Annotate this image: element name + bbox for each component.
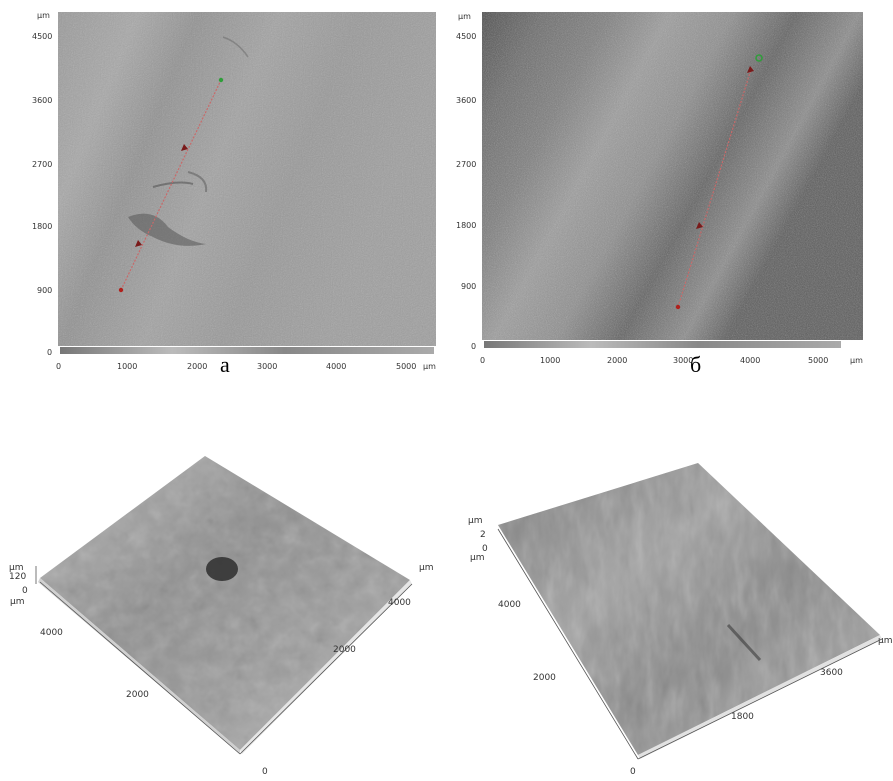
y-tick: 1800 (32, 222, 53, 231)
x-tick: 2000 (333, 645, 356, 655)
surface-render-a (35, 456, 413, 755)
end-marker[interactable] (755, 54, 763, 62)
x-unit: µm (878, 636, 893, 646)
surface-render-b (497, 463, 883, 760)
end-marker[interactable] (218, 77, 224, 83)
cursor-marker[interactable] (747, 66, 754, 73)
micrograph-a (58, 12, 436, 346)
y-tick: 2700 (32, 160, 53, 169)
y-tick: 1800 (456, 221, 477, 230)
range-slider[interactable] (60, 347, 434, 354)
y-tick: 0 (47, 348, 53, 357)
y-tick: 900 (37, 286, 53, 295)
origin: 0 (262, 767, 268, 777)
z-min: 0 (482, 544, 488, 554)
range-slider[interactable] (484, 341, 841, 348)
x-tick: 5000 (396, 362, 417, 371)
z-max: 120 (9, 572, 27, 582)
y-unit-label: µm (37, 11, 50, 20)
start-marker[interactable] (675, 304, 681, 310)
pit (206, 557, 238, 581)
y-tick: 2700 (456, 160, 477, 169)
y-tick: 4000 (40, 628, 63, 638)
defect-dark (128, 213, 206, 246)
y-tick: 2000 (533, 673, 556, 683)
x-unit-label: µm (850, 356, 863, 365)
x-tick: 4000 (388, 598, 411, 608)
y-tick: 4500 (456, 32, 477, 41)
x-tick: 1000 (117, 362, 138, 371)
origin: 0 (630, 767, 636, 777)
caption-a: а (220, 352, 230, 377)
y-tick: 2000 (126, 690, 149, 700)
x-tick: 0 (56, 362, 62, 371)
profile-line (120, 79, 222, 291)
cursor-marker[interactable] (135, 240, 142, 247)
y-tick: 0 (471, 342, 477, 351)
z-unit: µm (9, 563, 24, 573)
y-tick: 4500 (32, 32, 53, 41)
cursor-marker[interactable] (181, 144, 188, 151)
x-tick: 0 (480, 356, 486, 365)
caption-b: б (690, 352, 702, 377)
profile-line (677, 65, 753, 308)
y-unit: µm (10, 597, 25, 607)
x-tick: 4000 (740, 356, 761, 365)
start-marker[interactable] (118, 287, 124, 293)
x-tick: 3600 (820, 668, 843, 678)
y-tick: 3600 (32, 96, 53, 105)
x-tick: 4000 (326, 362, 347, 371)
x-tick: 2000 (607, 356, 628, 365)
x-tick: 1800 (731, 712, 754, 722)
x-unit: µm (419, 563, 434, 573)
x-tick: 1000 (540, 356, 561, 365)
x-tick: 3000 (257, 362, 278, 371)
z-max: 2 (480, 530, 486, 540)
x-tick: 3000 (673, 356, 694, 365)
x-tick: 2000 (187, 362, 208, 371)
y-tick: 3600 (456, 96, 477, 105)
x-tick: 5000 (808, 356, 829, 365)
z-min: 0 (22, 586, 28, 596)
cursor-marker[interactable] (696, 222, 703, 229)
y-tick: 900 (461, 282, 477, 291)
y-unit: µm (470, 553, 485, 563)
y-tick: 4000 (498, 600, 521, 610)
x-unit-label: µm (423, 362, 436, 371)
micrograph-b (482, 12, 863, 340)
z-unit: µm (468, 516, 483, 526)
y-unit-label: µm (458, 12, 471, 21)
